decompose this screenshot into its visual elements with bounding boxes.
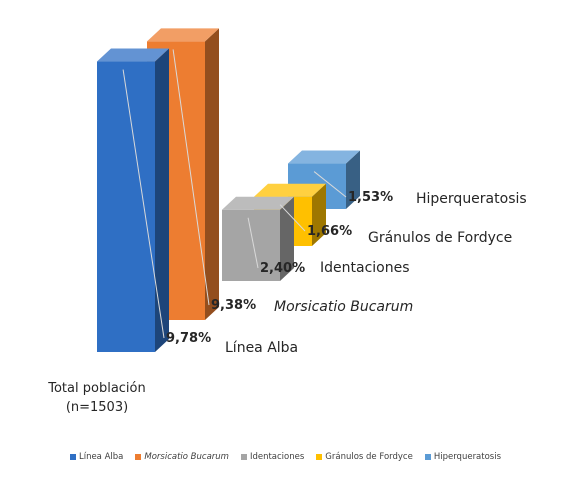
legend-swatch [424, 454, 431, 460]
data-label-value: 9,38% [211, 298, 256, 313]
data-label-name: Gránulos de Fordyce [368, 230, 512, 246]
legend-item: Hiperqueratosis [424, 452, 502, 462]
bar-l-nea-alba [97, 48, 169, 353]
data-label-name: Línea Alba [225, 340, 298, 356]
legend-label: Gránulos de Fordyce [325, 452, 413, 462]
leader-line [279, 204, 306, 232]
legend-swatch [135, 454, 142, 460]
legend-swatch [316, 454, 323, 460]
legend-label: Línea Alba [78, 452, 124, 462]
legend: Línea Alba Morsicatio Bucarum Identaciones… [0, 452, 571, 462]
data-label-name: Hiperqueratosis [416, 191, 527, 207]
data-label-value: 2,40% [260, 261, 305, 276]
legend-item: Línea Alba [69, 452, 124, 462]
legend-label: Identaciones [249, 452, 305, 462]
data-label-name: Morsicatio Bucarum [274, 299, 413, 315]
leader-line [172, 49, 210, 306]
data-label-value: 1,66% [307, 224, 352, 239]
category-label: (n=1503) [66, 400, 128, 415]
legend-label: Hiperqueratosis [433, 452, 502, 462]
legend-item: Gránulos de Fordyce [316, 452, 413, 462]
legend-swatch [240, 454, 247, 460]
leader-line [247, 217, 259, 269]
legend-swatch [69, 454, 76, 460]
data-label-value: 9,78% [166, 331, 211, 346]
category-label: Total población [47, 381, 145, 396]
leader-line [313, 171, 347, 198]
chart-area: 9,78% Línea Alba 9,38% Morsicatio Bucarum 2,… [47, 28, 527, 415]
leader-line [122, 69, 165, 339]
data-label-name: Identaciones [320, 260, 410, 276]
bar-identaciones [222, 196, 294, 281]
legend-item: Morsicatio Bucarum [135, 452, 229, 462]
legend-label: Morsicatio Bucarum [144, 452, 229, 462]
legend-item: Identaciones [240, 452, 305, 462]
data-label-value: 1,53% [348, 190, 393, 205]
